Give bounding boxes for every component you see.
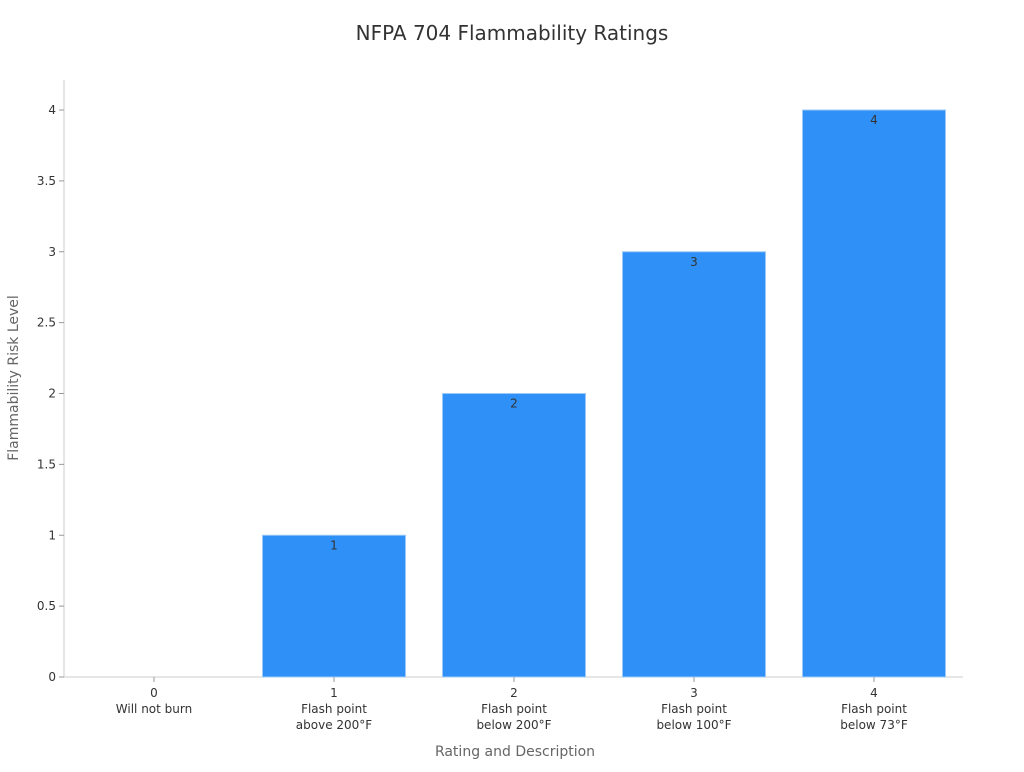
y-tick-label: 3 — [48, 245, 56, 259]
data-label: 4 — [870, 113, 878, 127]
x-tick-label: Flash point — [661, 702, 727, 716]
y-tick-label: 2.5 — [37, 316, 56, 330]
x-axis-label: Rating and Description — [435, 744, 595, 760]
y-tick-label: 1.5 — [37, 457, 56, 471]
x-tick-label: below 73°F — [840, 718, 908, 732]
bar — [442, 393, 586, 678]
y-tick-label: 2 — [48, 387, 56, 401]
y-tick-label: 0.5 — [37, 599, 56, 613]
x-tick-label: above 200°F — [296, 718, 373, 732]
x-tick-label: below 200°F — [476, 718, 551, 732]
y-tick-label: 4 — [48, 103, 56, 117]
x-tick-label: 2 — [510, 686, 518, 700]
chart-title: NFPA 704 Flammability Ratings — [356, 21, 669, 45]
y-axis-label: Flammability Risk Level — [6, 295, 22, 461]
data-label: 2 — [510, 397, 518, 411]
bar — [622, 251, 766, 678]
x-tick-label: 1 — [330, 686, 338, 700]
bar — [802, 109, 946, 678]
x-tick-label: 4 — [870, 686, 878, 700]
x-tick-label: Flash point — [301, 702, 367, 716]
data-label: 3 — [690, 255, 698, 269]
bar — [262, 534, 406, 678]
data-label: 1 — [330, 538, 338, 552]
x-tick-label: 3 — [690, 686, 698, 700]
y-tick-label: 3.5 — [37, 174, 56, 188]
y-tick-label: 0 — [48, 670, 56, 684]
x-tick-label: below 100°F — [656, 718, 731, 732]
y-tick-label: 1 — [48, 528, 56, 542]
x-tick-label: 0 — [150, 686, 158, 700]
x-tick-label: Flash point — [481, 702, 547, 716]
x-tick-label: Flash point — [841, 702, 907, 716]
x-tick-label: Will not burn — [116, 702, 192, 716]
